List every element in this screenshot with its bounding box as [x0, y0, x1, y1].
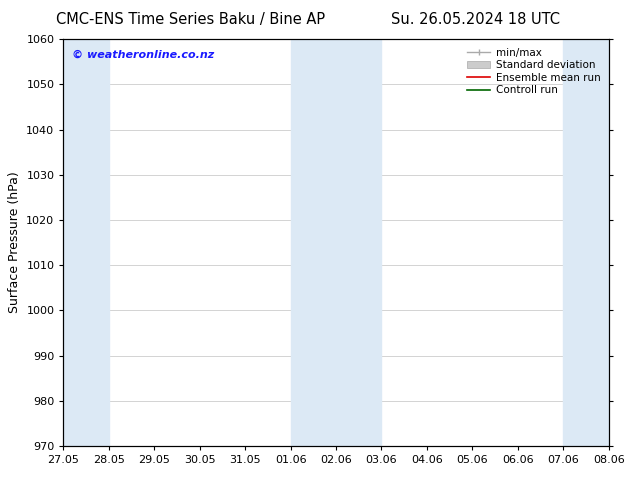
- Text: Su. 26.05.2024 18 UTC: Su. 26.05.2024 18 UTC: [391, 12, 560, 27]
- Bar: [63, 39, 109, 446]
- Text: CMC-ENS Time Series Baku / Bine AP: CMC-ENS Time Series Baku / Bine AP: [56, 12, 325, 27]
- Legend: min/max, Standard deviation, Ensemble mean run, Controll run: min/max, Standard deviation, Ensemble me…: [464, 45, 604, 98]
- Bar: [563, 39, 609, 446]
- Bar: [290, 39, 382, 446]
- Text: © weatheronline.co.nz: © weatheronline.co.nz: [72, 49, 214, 59]
- Y-axis label: Surface Pressure (hPa): Surface Pressure (hPa): [8, 172, 21, 314]
